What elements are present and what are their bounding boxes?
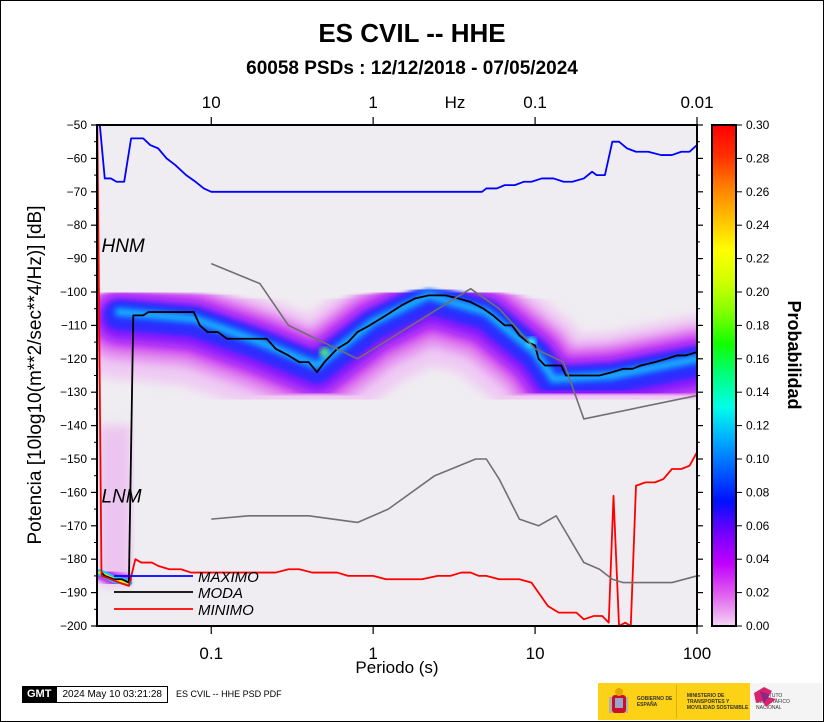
series-line-hnm [210,262,697,420]
command-label: ES CVIL -- HHE PSD PDF [175,689,282,699]
annotation-hnm: HNM [101,236,144,257]
colorbar-tick-label: 0.28 [746,151,770,165]
y-tick-label: −50 [67,118,88,132]
x2-tick-label: 0.1 [523,93,547,112]
ign-mark-icon [754,687,776,707]
gobierno-label: GOBIERNO DE ESPAÑA [636,695,673,708]
axes: −50 −60 −70 −80 −90 −100 −110 −120 −130 −140 −150 −… [25,93,714,677]
x-tick-label: 0.1 [199,644,223,663]
y-tick-label: −60 [67,151,88,165]
ministerio-label: MINISTERIO DE TRANSPORTES Y MOVILIDAD SO… [686,692,749,711]
colorbar-tick-label: 0.02 [746,586,770,600]
colorbar-tick-label: 0.04 [746,552,770,566]
x-tick-label: 100 [683,644,711,663]
colorbar-tick-label: 0.00 [746,619,770,633]
colorbar-tick-label: 0.08 [746,485,770,499]
series-layer [97,125,697,626]
x-axis-label: Periodo (s) [355,658,438,677]
y-tick-label: −150 [60,452,87,466]
annotations: HNM LNM [101,236,144,508]
legend-label-moda: MODA [198,585,243,602]
x-tick-label: 1 [368,644,377,663]
legend-label-maximo: MAXIMO [198,569,259,586]
chart-subtitle: 60058 PSDs : 12/12/2018 - 07/05/2024 [246,58,578,79]
y-tick-label: −140 [60,419,87,433]
y-tick-label: −180 [60,552,87,566]
y-tick-label: −190 [60,586,87,600]
colorbar-tick-label: 0.12 [746,419,770,433]
colorbar-tick-label: 0.06 [746,519,770,533]
institution-logos: GOBIERNO DE ESPAÑA MINISTERIO DE TRANSPO… [598,683,822,720]
y-tick-label: −110 [61,318,87,332]
colorbar-label: Probabilidad [784,300,804,409]
gmt-logo: GMT [22,685,57,703]
y-tick-label: −130 [60,385,87,399]
colorbar-scale [711,124,737,627]
colorbar-tick-label: 0.18 [746,318,770,332]
colorbar-tick-label: 0.24 [746,218,770,232]
chart-title: ES CVIL -- HHE [318,18,506,48]
colorbar-tick-label: 0.22 [746,252,770,266]
footer-stamp: GMT 2024 May 10 03:21:28 ES CVIL -- HHE … [22,685,282,703]
colorbar-tick-label: 0.26 [746,185,770,199]
x2-axis-label: Hz [445,93,466,112]
y-tick-label: −170 [60,519,87,533]
colorbar-tick-label: 0.16 [746,352,770,366]
timestamp: 2024 May 10 03:21:28 [56,685,168,703]
colorbar-tick-label: 0.10 [746,452,770,466]
density-spot [319,347,330,358]
y-tick-label: −90 [67,252,88,266]
y-tick-label: −120 [60,352,87,366]
colorbar-tick-label: 0.30 [746,118,770,132]
colorbar: 0.00 0.02 0.04 0.06 0.08 0.10 0.12 0.14 0.16 0.18… [711,118,804,633]
coat-of-arms-icon [609,687,628,713]
x2-tick-label: 1 [368,93,377,112]
y-axis-label: Potencia [10log10(m**2/sec**4/Hz)] [dB] [25,205,46,544]
x-tick-label: 10 [526,644,545,663]
colorbar-tick-label: 0.14 [746,385,770,399]
gobierno-logo: GOBIERNO DE ESPAÑA MINISTERIO DE TRANSPO… [598,683,750,720]
colorbar-tick-label: 0.20 [746,285,770,299]
series-line-lnm [211,458,697,584]
ign-logo: INSTITUTO GEOGRÁFICO NACIONAL [750,683,822,720]
y-tick-label: −200 [60,619,87,633]
series-line-maximo [98,125,697,193]
y-tick-label: −160 [60,485,87,499]
x2-tick-label: 10 [202,93,221,112]
y-tick-label: −100 [60,285,87,299]
y-tick-label: −70 [67,185,88,199]
y-tick-label: −80 [67,218,88,232]
series-line-minimo [97,125,697,626]
series-line-moda [100,294,697,584]
x2-tick-label: 0.01 [680,93,713,112]
legend-label-minimo: MINIMO [198,602,254,619]
density-column [99,425,132,586]
annotation-lnm: LNM [101,486,141,507]
